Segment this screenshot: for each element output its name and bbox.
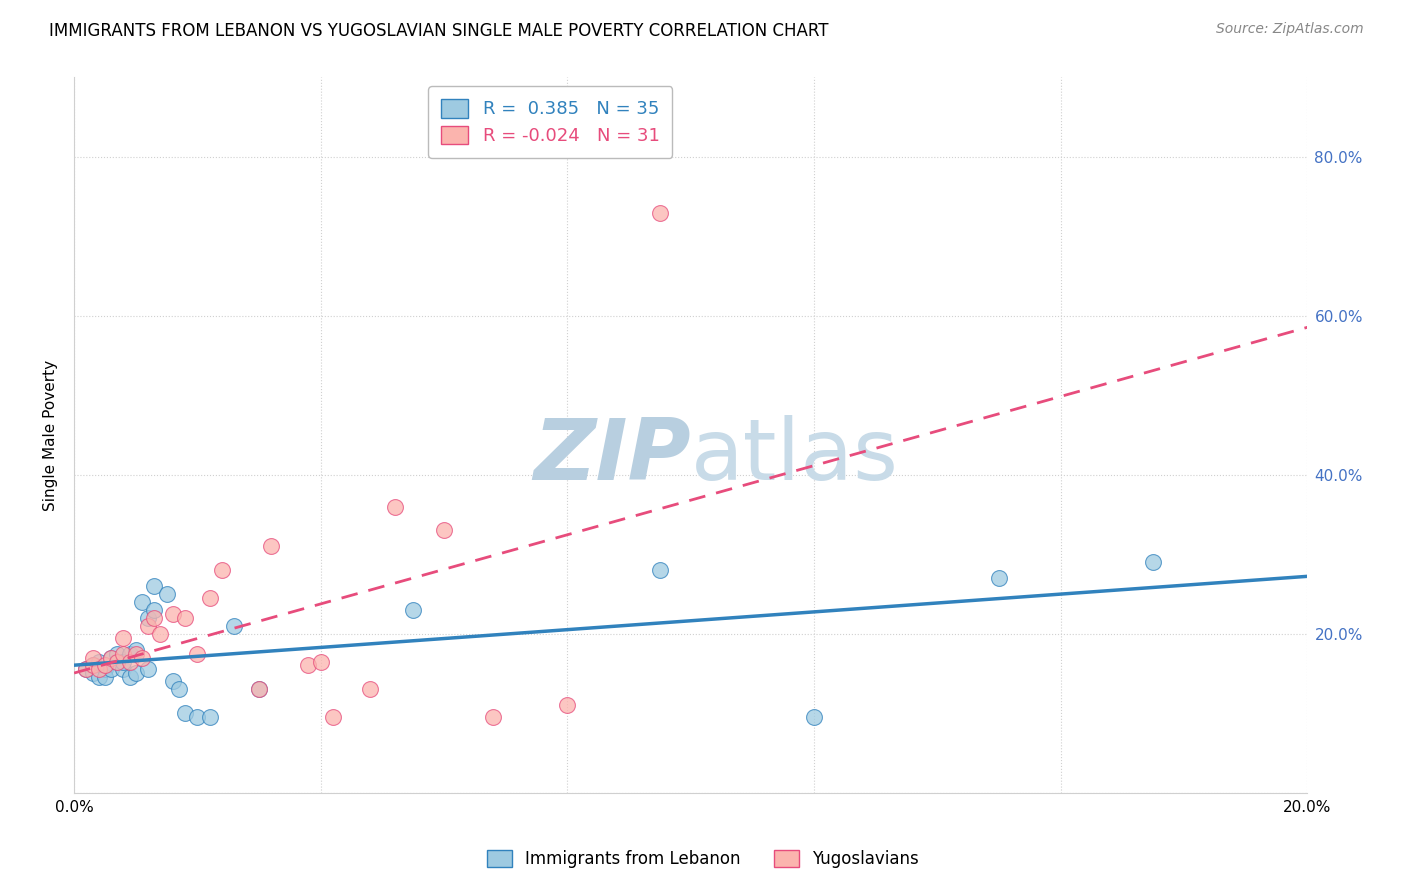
- Point: [162, 674, 184, 689]
- Point: [112, 663, 135, 677]
- Legend: R =  0.385   N = 35, R = -0.024   N = 31: R = 0.385 N = 35, R = -0.024 N = 31: [429, 87, 672, 158]
- Point: [247, 682, 270, 697]
- Point: [803, 710, 825, 724]
- Legend: Immigrants from Lebanon, Yugoslavians: Immigrants from Lebanon, Yugoslavians: [481, 843, 925, 875]
- Point: [167, 682, 190, 697]
- Point: [648, 563, 671, 577]
- Text: Source: ZipAtlas.com: Source: ZipAtlas.com: [1216, 22, 1364, 37]
- Point: [105, 655, 128, 669]
- Point: [112, 631, 135, 645]
- Point: [112, 647, 135, 661]
- Point: [82, 650, 104, 665]
- Point: [260, 539, 283, 553]
- Point: [87, 670, 110, 684]
- Point: [155, 587, 177, 601]
- Point: [433, 524, 456, 538]
- Point: [94, 670, 117, 684]
- Point: [988, 571, 1011, 585]
- Point: [211, 563, 233, 577]
- Point: [297, 658, 319, 673]
- Point: [143, 603, 166, 617]
- Point: [82, 666, 104, 681]
- Point: [125, 666, 148, 681]
- Y-axis label: Single Male Poverty: Single Male Poverty: [44, 359, 58, 510]
- Point: [402, 603, 425, 617]
- Point: [557, 698, 579, 713]
- Point: [482, 710, 505, 724]
- Point: [125, 642, 148, 657]
- Point: [82, 658, 104, 673]
- Point: [75, 663, 97, 677]
- Point: [82, 658, 104, 673]
- Point: [87, 655, 110, 669]
- Point: [118, 655, 141, 669]
- Point: [125, 647, 148, 661]
- Point: [87, 663, 110, 677]
- Point: [149, 626, 172, 640]
- Point: [136, 611, 159, 625]
- Point: [359, 682, 381, 697]
- Point: [136, 663, 159, 677]
- Point: [186, 710, 208, 724]
- Point: [118, 670, 141, 684]
- Point: [143, 579, 166, 593]
- Point: [224, 619, 246, 633]
- Point: [75, 663, 97, 677]
- Point: [100, 663, 122, 677]
- Point: [174, 611, 197, 625]
- Point: [1142, 555, 1164, 569]
- Point: [94, 663, 117, 677]
- Text: atlas: atlas: [690, 415, 898, 498]
- Point: [118, 647, 141, 661]
- Point: [384, 500, 406, 514]
- Point: [131, 650, 153, 665]
- Point: [162, 607, 184, 621]
- Text: IMMIGRANTS FROM LEBANON VS YUGOSLAVIAN SINGLE MALE POVERTY CORRELATION CHART: IMMIGRANTS FROM LEBANON VS YUGOSLAVIAN S…: [49, 22, 828, 40]
- Point: [648, 205, 671, 219]
- Point: [322, 710, 344, 724]
- Point: [198, 710, 221, 724]
- Point: [136, 619, 159, 633]
- Point: [105, 655, 128, 669]
- Point: [198, 591, 221, 605]
- Point: [186, 647, 208, 661]
- Text: ZIP: ZIP: [533, 415, 690, 498]
- Point: [309, 655, 332, 669]
- Point: [131, 595, 153, 609]
- Point: [174, 706, 197, 720]
- Point: [112, 655, 135, 669]
- Point: [105, 647, 128, 661]
- Point: [143, 611, 166, 625]
- Point: [100, 650, 122, 665]
- Point: [247, 682, 270, 697]
- Point: [100, 650, 122, 665]
- Point: [94, 658, 117, 673]
